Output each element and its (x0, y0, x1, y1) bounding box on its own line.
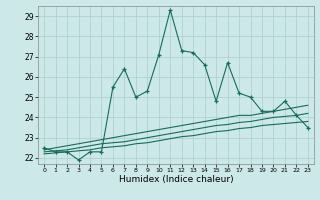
X-axis label: Humidex (Indice chaleur): Humidex (Indice chaleur) (119, 175, 233, 184)
